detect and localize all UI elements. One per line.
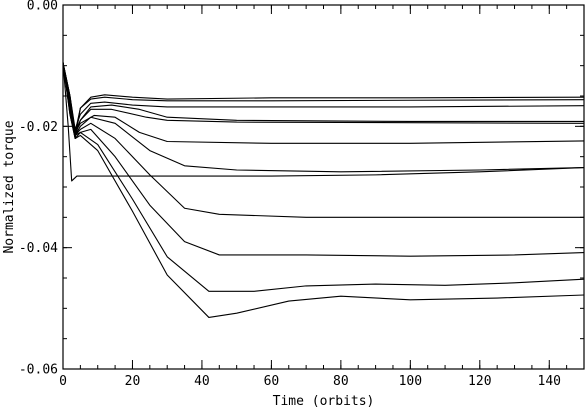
series-line-3	[62, 62, 585, 130]
axis-ticks	[62, 4, 585, 370]
x-tick-label: 100	[399, 374, 422, 389]
series-line-6	[62, 62, 585, 144]
y-axis-label: Normalized torque	[2, 120, 17, 253]
y-tick-label: -0.06	[19, 363, 58, 378]
series-line-10	[62, 62, 585, 257]
x-tick-label: 140	[538, 374, 561, 389]
series-line-12	[62, 62, 585, 318]
x-tick-label: 120	[468, 374, 491, 389]
x-tick-label: 60	[264, 374, 280, 389]
x-tick-label: 80	[333, 374, 349, 389]
y-tick-label: -0.04	[19, 241, 58, 256]
x-tick-label: 20	[125, 374, 141, 389]
series-line-9	[62, 62, 584, 218]
series-line-7	[62, 62, 585, 173]
y-tick-label: 0.00	[27, 0, 58, 14]
series-group	[62, 62, 585, 318]
y-tick-label: -0.02	[19, 120, 58, 135]
x-tick-label: 0	[59, 374, 67, 389]
series-line-8	[62, 62, 585, 182]
tick-labels: 0 20 40 60 80 100 120 140 0.00 -0.02 -0.04 -0.06	[19, 0, 561, 389]
x-axis-label: Time (orbits)	[273, 394, 375, 409]
x-tick-label: 40	[194, 374, 210, 389]
series-line-4	[62, 62, 584, 136]
plot-frame	[62, 4, 585, 370]
